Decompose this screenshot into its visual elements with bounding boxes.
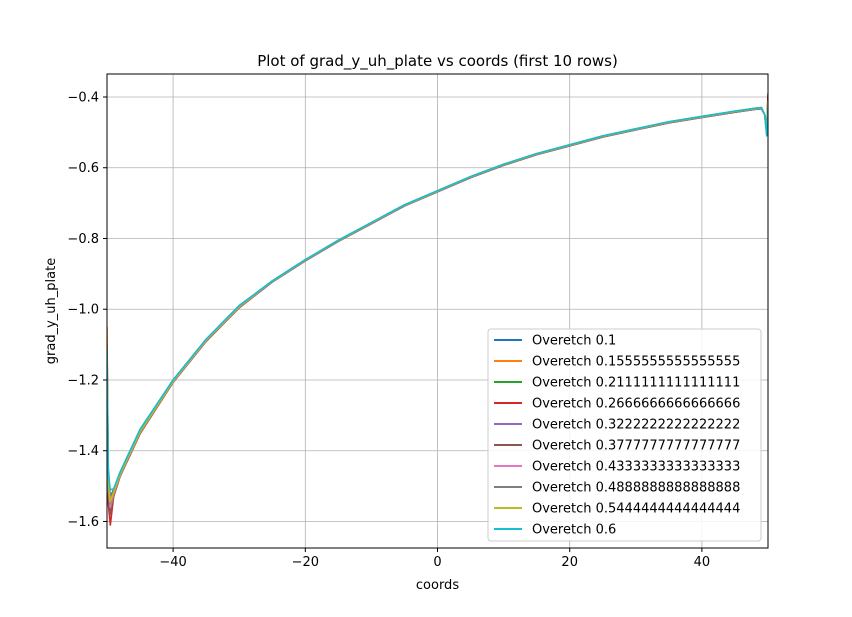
legend: Overetch 0.1 Overetch 0.1555555555555555 O… bbox=[487, 328, 762, 542]
y-axis-label: grad_y_uh_plate bbox=[44, 258, 59, 364]
y-tick-label: −1.0 bbox=[67, 303, 99, 318]
legend-entry: Overetch 0.3777777777777777 bbox=[532, 439, 740, 454]
y-tick-label: −1.6 bbox=[67, 515, 99, 530]
x-axis-label: coords bbox=[416, 578, 459, 593]
y-tick-label: −0.6 bbox=[67, 161, 99, 176]
legend-entry: Overetch 0.4333333333333333 bbox=[532, 460, 740, 475]
legend-entry: Overetch 0.5444444444444444 bbox=[532, 502, 740, 517]
y-tick-label: −0.8 bbox=[67, 232, 99, 247]
y-tick-label: −1.4 bbox=[67, 444, 99, 459]
series-line-9 bbox=[107, 106, 768, 491]
legend-entry: Overetch 0.6 bbox=[532, 523, 616, 538]
x-tick-label: 20 bbox=[561, 555, 578, 570]
legend-box bbox=[487, 328, 762, 542]
legend-entry: Overetch 0.2666666666666666 bbox=[532, 397, 740, 412]
y-tick-label: −0.4 bbox=[67, 90, 99, 105]
x-tick-label: 40 bbox=[694, 555, 711, 570]
legend-entry: Overetch 0.3222222222222222 bbox=[532, 418, 740, 433]
x-tick-label: −20 bbox=[292, 555, 319, 570]
axis-ticks: −40 −20 0 20 40 −1.6 −1.4 −1.2 −1.0 −0.8 −0.6 −0.4 bbox=[67, 90, 710, 570]
legend-entry: Overetch 0.2111111111111111 bbox=[532, 376, 740, 391]
series-lines bbox=[107, 93, 768, 526]
y-tick-label: −1.2 bbox=[67, 373, 99, 388]
legend-entry: Overetch 0.1 bbox=[532, 334, 616, 349]
legend-entry: Overetch 0.1555555555555555 bbox=[532, 355, 740, 370]
x-tick-label: 0 bbox=[433, 555, 441, 570]
grid bbox=[107, 74, 768, 548]
x-tick-label: −40 bbox=[159, 555, 186, 570]
legend-entry: Overetch 0.4888888888888888 bbox=[532, 481, 740, 496]
chart-title: Plot of grad_y_uh_plate vs coords (first… bbox=[257, 52, 618, 71]
